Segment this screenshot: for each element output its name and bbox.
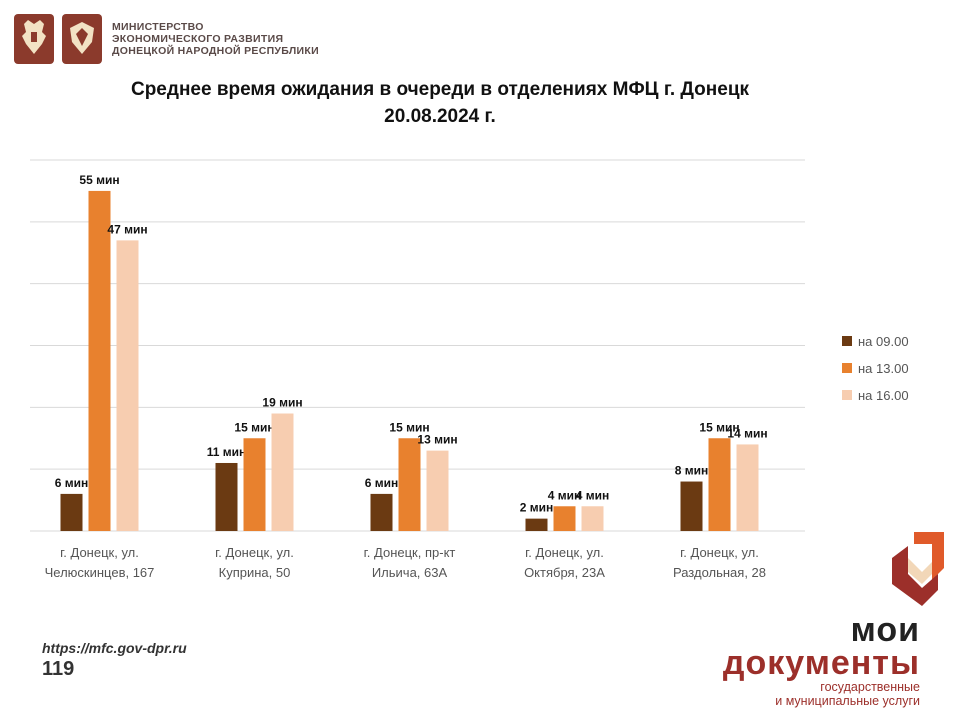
bar <box>581 506 604 531</box>
bar <box>60 493 83 531</box>
data-label: 13 мин <box>417 433 457 447</box>
data-label: 2 мин <box>520 501 554 515</box>
data-label: 11 мин <box>207 445 247 459</box>
legend-swatch <box>842 390 852 400</box>
bar <box>243 438 266 531</box>
data-label: 14 мин <box>727 426 767 440</box>
bar <box>553 506 576 531</box>
ministry-line-2: ЭКОНОМИЧЕСКОГО РАЗВИТИЯ <box>112 33 284 45</box>
ministry-line-3: ДОНЕЦКОЙ НАРОДНОЙ РЕСПУБЛИКИ <box>112 45 319 57</box>
x-tick-label: Октября, 23А <box>524 565 605 580</box>
bar <box>736 444 759 531</box>
legend-swatch <box>842 336 852 346</box>
bar <box>370 493 393 531</box>
data-label: 6 мин <box>365 476 399 490</box>
brand-line-4: и муниципальные услуги <box>775 694 920 708</box>
chart-title: Среднее время ожидания в очереди в отдел… <box>60 76 820 130</box>
x-tick-label: г. Донецк, ул. <box>525 545 604 560</box>
ministry-line-1: МИНИСТЕРСТВО <box>112 21 204 33</box>
x-tick-label: Раздольная, 28 <box>673 565 766 580</box>
data-label: 55 мин <box>79 173 119 187</box>
header: МИНИСТЕРСТВО ЭКОНОМИЧЕСКОГО РАЗВИТИЯ ДОН… <box>14 14 319 64</box>
website-link[interactable]: https://mfc.gov-dpr.ru <box>42 640 187 656</box>
moi-dokumenty-logo-icon <box>892 532 944 606</box>
x-tick-label: г. Донецк, ул. <box>215 545 294 560</box>
brand-line-3: государственные <box>820 680 920 694</box>
x-tick-label: г. Донецк, ул. <box>680 545 759 560</box>
bar <box>398 438 421 531</box>
legend-swatch <box>842 363 852 373</box>
data-label: 15 мин <box>234 420 274 434</box>
coat-of-arms-icon <box>14 14 54 64</box>
brand-line-2: документы <box>722 644 920 682</box>
x-tick-label: г. Донецк, ул. <box>60 545 139 560</box>
bar <box>116 240 139 531</box>
bar <box>215 462 238 531</box>
x-tick-label: Челюскинцев, 167 <box>45 565 155 580</box>
bar <box>426 450 449 531</box>
data-label: 4 мин <box>576 488 610 502</box>
x-tick-label: Ильича, 63А <box>372 565 448 580</box>
bar <box>525 518 548 531</box>
page-number: 119 <box>42 658 75 680</box>
brand-block: мои документы государственные и муниципа… <box>722 611 920 708</box>
dpr-emblem-icon <box>62 14 102 64</box>
data-label: 4 мин <box>548 488 582 502</box>
bar <box>708 438 731 531</box>
ministry-name: МИНИСТЕРСТВО ЭКОНОМИЧЕСКОГО РАЗВИТИЯ ДОН… <box>112 21 319 57</box>
chart-title-line-2: 20.08.2024 г. <box>384 106 496 127</box>
data-label: 6 мин <box>55 476 89 490</box>
legend-label: на 16.00 <box>858 388 909 403</box>
legend-label: на 13.00 <box>858 361 909 376</box>
data-label: 8 мин <box>675 464 709 478</box>
x-tick-label: Куприна, 50 <box>219 565 291 580</box>
data-label: 19 мин <box>262 396 302 410</box>
x-tick-label: г. Донецк, пр-кт <box>364 545 456 560</box>
bar <box>680 481 703 531</box>
data-label: 47 мин <box>107 222 147 236</box>
brand-line-1: мои <box>850 611 920 649</box>
chart-title-line-1: Среднее время ожидания в очереди в отдел… <box>130 79 750 100</box>
legend-label: на 09.00 <box>858 334 909 349</box>
bar <box>271 413 294 531</box>
bar <box>88 190 111 531</box>
data-label: 15 мин <box>699 420 739 434</box>
data-label: 15 мин <box>389 420 429 434</box>
